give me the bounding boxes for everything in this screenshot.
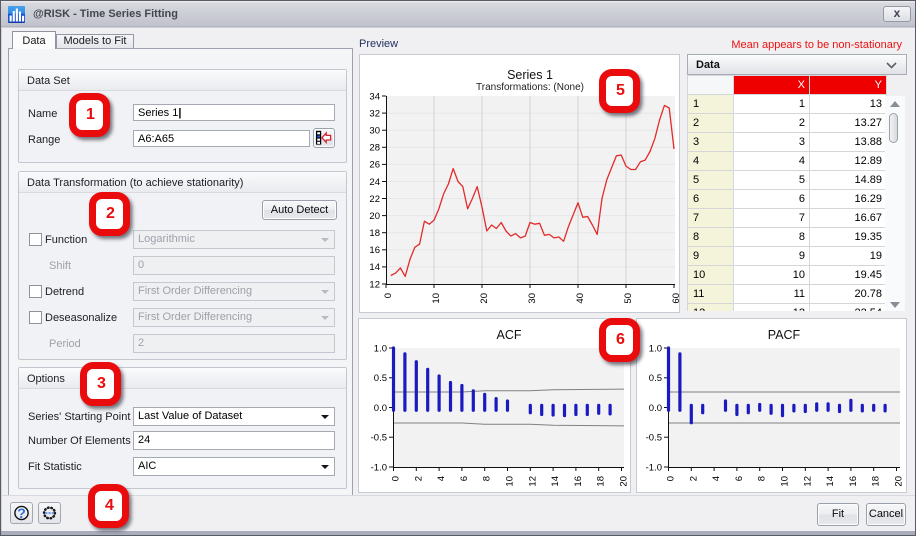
svg-text:2: 2	[413, 476, 424, 481]
svg-text:28: 28	[369, 143, 380, 154]
svg-text:30: 30	[369, 126, 380, 137]
svg-text:Transformations: (None): Transformations: (None)	[476, 82, 584, 93]
svg-text:0.5: 0.5	[649, 373, 662, 384]
svg-text:6: 6	[459, 476, 470, 481]
svg-text:18: 18	[871, 476, 882, 487]
svg-text:26: 26	[369, 160, 380, 171]
svg-text:0.0: 0.0	[374, 403, 387, 414]
svg-text:10: 10	[505, 476, 516, 487]
svg-text:20: 20	[369, 211, 380, 222]
svg-text:14: 14	[550, 476, 561, 487]
svg-text:0.5: 0.5	[374, 373, 387, 384]
svg-text:1.0: 1.0	[374, 343, 387, 354]
svg-text:-1.0: -1.0	[371, 462, 387, 473]
svg-text:22: 22	[369, 194, 380, 205]
svg-text:50: 50	[623, 293, 634, 304]
svg-text:8: 8	[757, 476, 768, 481]
svg-text:-0.5: -0.5	[646, 433, 662, 444]
svg-text:12: 12	[527, 476, 538, 487]
svg-text:?: ?	[17, 505, 26, 521]
svg-text:0.0: 0.0	[649, 403, 662, 414]
svg-text:32: 32	[369, 108, 380, 119]
svg-text:20: 20	[479, 293, 490, 304]
svg-text:PACF: PACF	[768, 328, 801, 342]
svg-text:12: 12	[802, 476, 813, 487]
svg-text:1.0: 1.0	[649, 343, 662, 354]
svg-text:Series 1: Series 1	[507, 68, 553, 82]
svg-text:16: 16	[369, 245, 380, 256]
svg-text:4: 4	[711, 476, 722, 481]
svg-text:16: 16	[848, 476, 859, 487]
svg-text:18: 18	[369, 228, 380, 239]
svg-text:20: 20	[894, 476, 905, 487]
svg-text:14: 14	[369, 262, 380, 273]
svg-text:-1.0: -1.0	[646, 462, 662, 473]
svg-text:0: 0	[666, 476, 677, 481]
svg-text:30: 30	[527, 293, 538, 304]
svg-text:6: 6	[734, 476, 745, 481]
svg-text:60: 60	[671, 293, 679, 304]
svg-text:10: 10	[431, 293, 442, 304]
svg-text:ACF: ACF	[497, 328, 522, 342]
svg-text:10: 10	[780, 476, 791, 487]
svg-text:40: 40	[575, 293, 586, 304]
svg-text:14: 14	[825, 476, 836, 487]
svg-text:0: 0	[391, 476, 402, 481]
svg-text:20: 20	[619, 476, 630, 487]
svg-text:2: 2	[688, 476, 699, 481]
svg-text:16: 16	[573, 476, 584, 487]
svg-text:-0.5: -0.5	[371, 433, 387, 444]
svg-text:4: 4	[436, 476, 447, 481]
svg-text:18: 18	[596, 476, 607, 487]
svg-text:34: 34	[369, 91, 380, 102]
svg-text:0: 0	[383, 293, 394, 298]
svg-text:8: 8	[482, 476, 493, 481]
svg-text:12: 12	[369, 279, 380, 290]
svg-text:24: 24	[369, 177, 380, 188]
